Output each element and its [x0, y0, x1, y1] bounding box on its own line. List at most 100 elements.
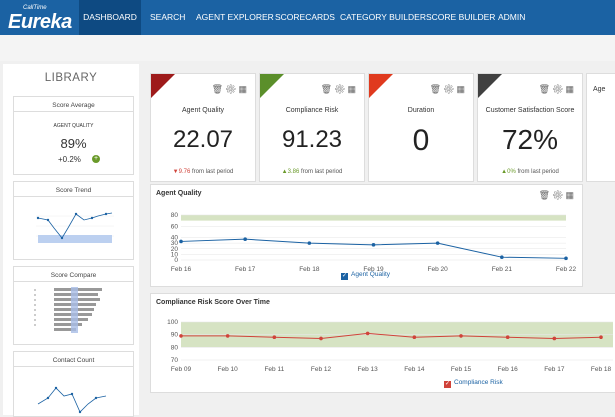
target-band: [181, 215, 566, 221]
widget-contact-count[interactable]: Contact Count: [13, 351, 134, 417]
data-point: [459, 334, 463, 338]
kpi-card-partial[interactable]: Age: [586, 73, 615, 182]
gear-icon[interactable]: ⚙: [552, 84, 566, 94]
x-tick-label: Feb 17: [544, 366, 565, 373]
y-tick-label: 80: [171, 344, 179, 351]
kpi-card-compliance-risk[interactable]: 🗑⚙▦ Compliance Risk 91.23 ▲3.86 from las…: [259, 73, 365, 182]
trash-icon[interactable]: 🗑: [320, 84, 335, 94]
y-tick-label: 40: [171, 235, 179, 242]
kpi-title: Duration: [407, 107, 435, 114]
widget-title: Score Trend: [55, 187, 92, 194]
widget-score-compare[interactable]: Score Compare: [13, 266, 134, 345]
calendar-icon[interactable]: ▦: [347, 84, 358, 94]
up-arrow-icon: ▲: [281, 169, 288, 175]
chart-legend[interactable]: ✓ Agent Quality: [341, 271, 390, 280]
kpi-card-customer-satisfaction[interactable]: 🗑⚙▦ Customer Satisfaction Score 72% ▲0% …: [477, 73, 583, 182]
divider: [14, 111, 133, 112]
chart-title: Agent Quality: [156, 190, 202, 197]
down-arrow-icon: ▼: [172, 169, 179, 175]
trash-icon[interactable]: 🗑: [211, 84, 226, 94]
eureka-logo[interactable]: CallTime Eureka: [8, 5, 78, 33]
gear-icon[interactable]: ⚙: [334, 84, 348, 94]
calendar-icon[interactable]: ▦: [456, 84, 467, 94]
legend-label: Agent Quality: [351, 271, 391, 278]
x-tick-label: Feb 19: [363, 266, 384, 273]
kpi-color-flag: [369, 74, 393, 98]
kpi-value: 0: [412, 124, 430, 157]
kpi-tools: 🗑⚙▦: [321, 84, 358, 95]
nav-score-builder[interactable]: SCORE BUILDER: [426, 12, 496, 22]
logo-text: Eureka: [8, 11, 72, 33]
divider: [14, 281, 133, 282]
compliance-risk-chart-panel: Compliance Risk Score Over Time 70 80 90 10…: [150, 293, 615, 393]
x-tick-label: Feb 13: [358, 366, 379, 373]
kpi-delta-value: 0%: [507, 169, 516, 175]
nav-dashboard[interactable]: DASHBOARD: [79, 0, 141, 35]
kpi-value: 72%: [501, 124, 559, 155]
y-tick-label: 70: [171, 357, 179, 364]
x-tick-label: Feb 11: [264, 366, 284, 373]
data-point: [319, 336, 323, 341]
x-tick-label: Feb 16: [171, 266, 192, 273]
kpi-delta: ▲3.86 from last period: [260, 169, 364, 175]
kpi-color-flag: [151, 74, 175, 98]
widget-score-average[interactable]: Score Average AGENT QUALITY 89% +0.2% +: [13, 96, 134, 175]
trash-icon[interactable]: 🗑: [538, 190, 553, 200]
kpi-delta-value: 9.76: [178, 169, 191, 175]
kpi-delta: ▲0% from last period: [478, 169, 582, 175]
calendar-icon[interactable]: ▦: [565, 190, 576, 200]
y-tick-label: 10: [171, 251, 179, 258]
divider: [14, 196, 133, 197]
chart-legend[interactable]: ✓ Compliance Risk: [444, 379, 503, 388]
nav-category-builder[interactable]: CATEGORY BUILDER: [340, 12, 426, 22]
x-tick-label: Feb 09: [171, 366, 192, 373]
calendar-icon[interactable]: ▦: [565, 84, 576, 94]
chart-tools: 🗑⚙▦: [539, 190, 576, 201]
logo-subtitle: CallTime: [23, 5, 47, 11]
x-tick-label: Feb 15: [451, 366, 472, 373]
top-nav-bar: CallTime Eureka DASHBOARD SEARCH AGENT E…: [0, 0, 615, 35]
data-point: [435, 241, 440, 245]
sub-toolbar: [0, 35, 615, 61]
x-tick-label: Feb 22: [556, 266, 577, 273]
data-point: [225, 334, 230, 338]
nav-search[interactable]: SEARCH: [150, 12, 186, 22]
nav-admin[interactable]: ADMIN: [498, 12, 526, 22]
checkbox-icon[interactable]: ✓: [341, 273, 348, 280]
data-point: [243, 237, 247, 241]
widget-title: Score Compare: [50, 272, 97, 279]
gear-icon[interactable]: ⚙: [225, 84, 239, 94]
contact-count-thumbnail: [37, 386, 107, 414]
library-sidebar: LIBRARY Score Average AGENT QUALITY 89% …: [3, 64, 139, 417]
kpi-title: Compliance Risk: [285, 107, 339, 114]
trash-icon[interactable]: 🗑: [429, 84, 444, 94]
x-tick-label: Feb 18: [299, 266, 320, 273]
widget-title: Contact Count: [52, 357, 95, 364]
library-title: LIBRARY: [44, 72, 98, 84]
y-tick-label: 80: [171, 212, 179, 219]
y-tick-label: 30: [171, 240, 179, 247]
nav-agent-explorer[interactable]: AGENT EXPLORER: [196, 12, 274, 22]
calendar-icon[interactable]: ▦: [238, 84, 249, 94]
trash-icon[interactable]: 🗑: [538, 84, 553, 94]
score-average-value: 89%: [60, 136, 87, 151]
gear-icon[interactable]: ⚙: [443, 84, 457, 94]
data-point: [599, 335, 603, 339]
kpi-card-duration[interactable]: 🗑⚙▦ Duration 0: [368, 73, 474, 182]
kpi-delta-value: 3.86: [287, 169, 300, 175]
score-compare-thumbnail: [34, 287, 102, 333]
kpi-card-agent-quality[interactable]: 🗑⚙▦ Agent Quality 22.07 ▼9.76 from last …: [150, 73, 256, 182]
kpi-title: Agent Quality: [181, 107, 225, 114]
score-trend-thumbnail: [36, 212, 114, 243]
kpi-delta-text: from last period: [191, 169, 234, 175]
nav-scorecards[interactable]: SCORECARDS: [275, 12, 335, 22]
widget-score-trend[interactable]: Score Trend: [13, 181, 134, 260]
kpi-tools: 🗑⚙▦: [430, 84, 467, 95]
x-tick-label: Feb 18: [591, 366, 612, 373]
checkbox-icon[interactable]: ✓: [444, 381, 451, 388]
data-point: [272, 335, 277, 339]
data-point: [564, 256, 568, 261]
gear-icon[interactable]: ⚙: [552, 190, 566, 200]
kpi-delta-text: from last period: [517, 169, 559, 175]
x-tick-label: Feb 17: [235, 266, 256, 273]
